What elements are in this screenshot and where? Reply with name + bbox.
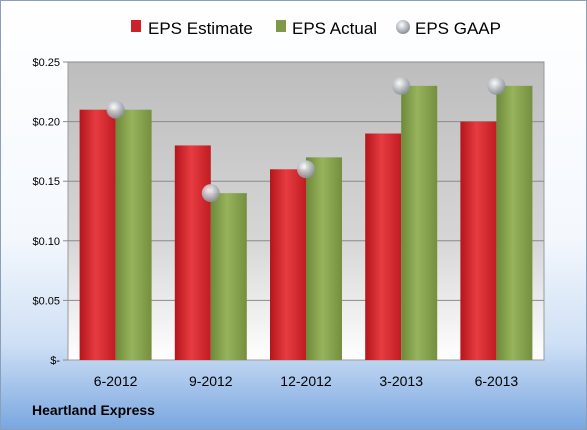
x-tick-label: 6-2012 xyxy=(94,373,138,389)
y-tick-label: $0.05 xyxy=(32,295,60,307)
bar-eps-estimate xyxy=(174,145,211,360)
marker-eps-gaap xyxy=(487,76,506,95)
gaap-markers xyxy=(106,76,506,203)
y-tick-label: $0.20 xyxy=(32,117,60,129)
bar-eps-actual xyxy=(210,193,247,360)
marker-eps-gaap xyxy=(201,184,220,203)
x-tick-label: 6-2013 xyxy=(475,373,519,389)
y-tick-label: $0.25 xyxy=(32,57,60,69)
marker-eps-gaap xyxy=(106,100,125,119)
bar-eps-actual xyxy=(306,157,342,360)
y-tick-label: $0.15 xyxy=(32,176,60,188)
company-name: Heartland Express xyxy=(32,402,155,418)
marker-eps-gaap xyxy=(392,76,411,95)
x-tick-label: 9-2012 xyxy=(189,373,233,389)
marker-eps-gaap xyxy=(297,160,315,179)
legend-label-estimate: EPS Estimate xyxy=(148,19,253,38)
bar-eps-actual xyxy=(401,85,438,360)
bar-eps-estimate xyxy=(365,133,402,360)
legend: EPS Estimate EPS Actual EPS GAAP xyxy=(131,19,501,38)
bar-eps-estimate xyxy=(79,109,116,361)
bar-eps-actual xyxy=(496,85,533,360)
bar-eps-estimate xyxy=(460,121,497,360)
bars-group xyxy=(79,85,533,361)
legend-swatch-actual xyxy=(276,20,286,32)
y-tick-label: $0.10 xyxy=(32,236,60,248)
x-axis-ticks: 6-2012 9-2012 12-2012 3-2013 6-2013 xyxy=(94,373,519,389)
x-tick-label: 12-2012 xyxy=(280,373,332,389)
bar-eps-estimate xyxy=(270,169,306,360)
legend-swatch-estimate xyxy=(131,20,141,32)
legend-label-actual: EPS Actual xyxy=(292,19,377,38)
legend-marker-gaap xyxy=(396,20,410,34)
legend-label-gaap: EPS GAAP xyxy=(415,19,501,38)
bar-eps-actual xyxy=(115,109,152,361)
x-tick-label: 3-2013 xyxy=(379,373,423,389)
y-tick-label: $- xyxy=(50,355,60,367)
y-axis-ticks: $- $0.05 $0.10 $0.15 $0.20 $0.25 xyxy=(32,57,60,367)
